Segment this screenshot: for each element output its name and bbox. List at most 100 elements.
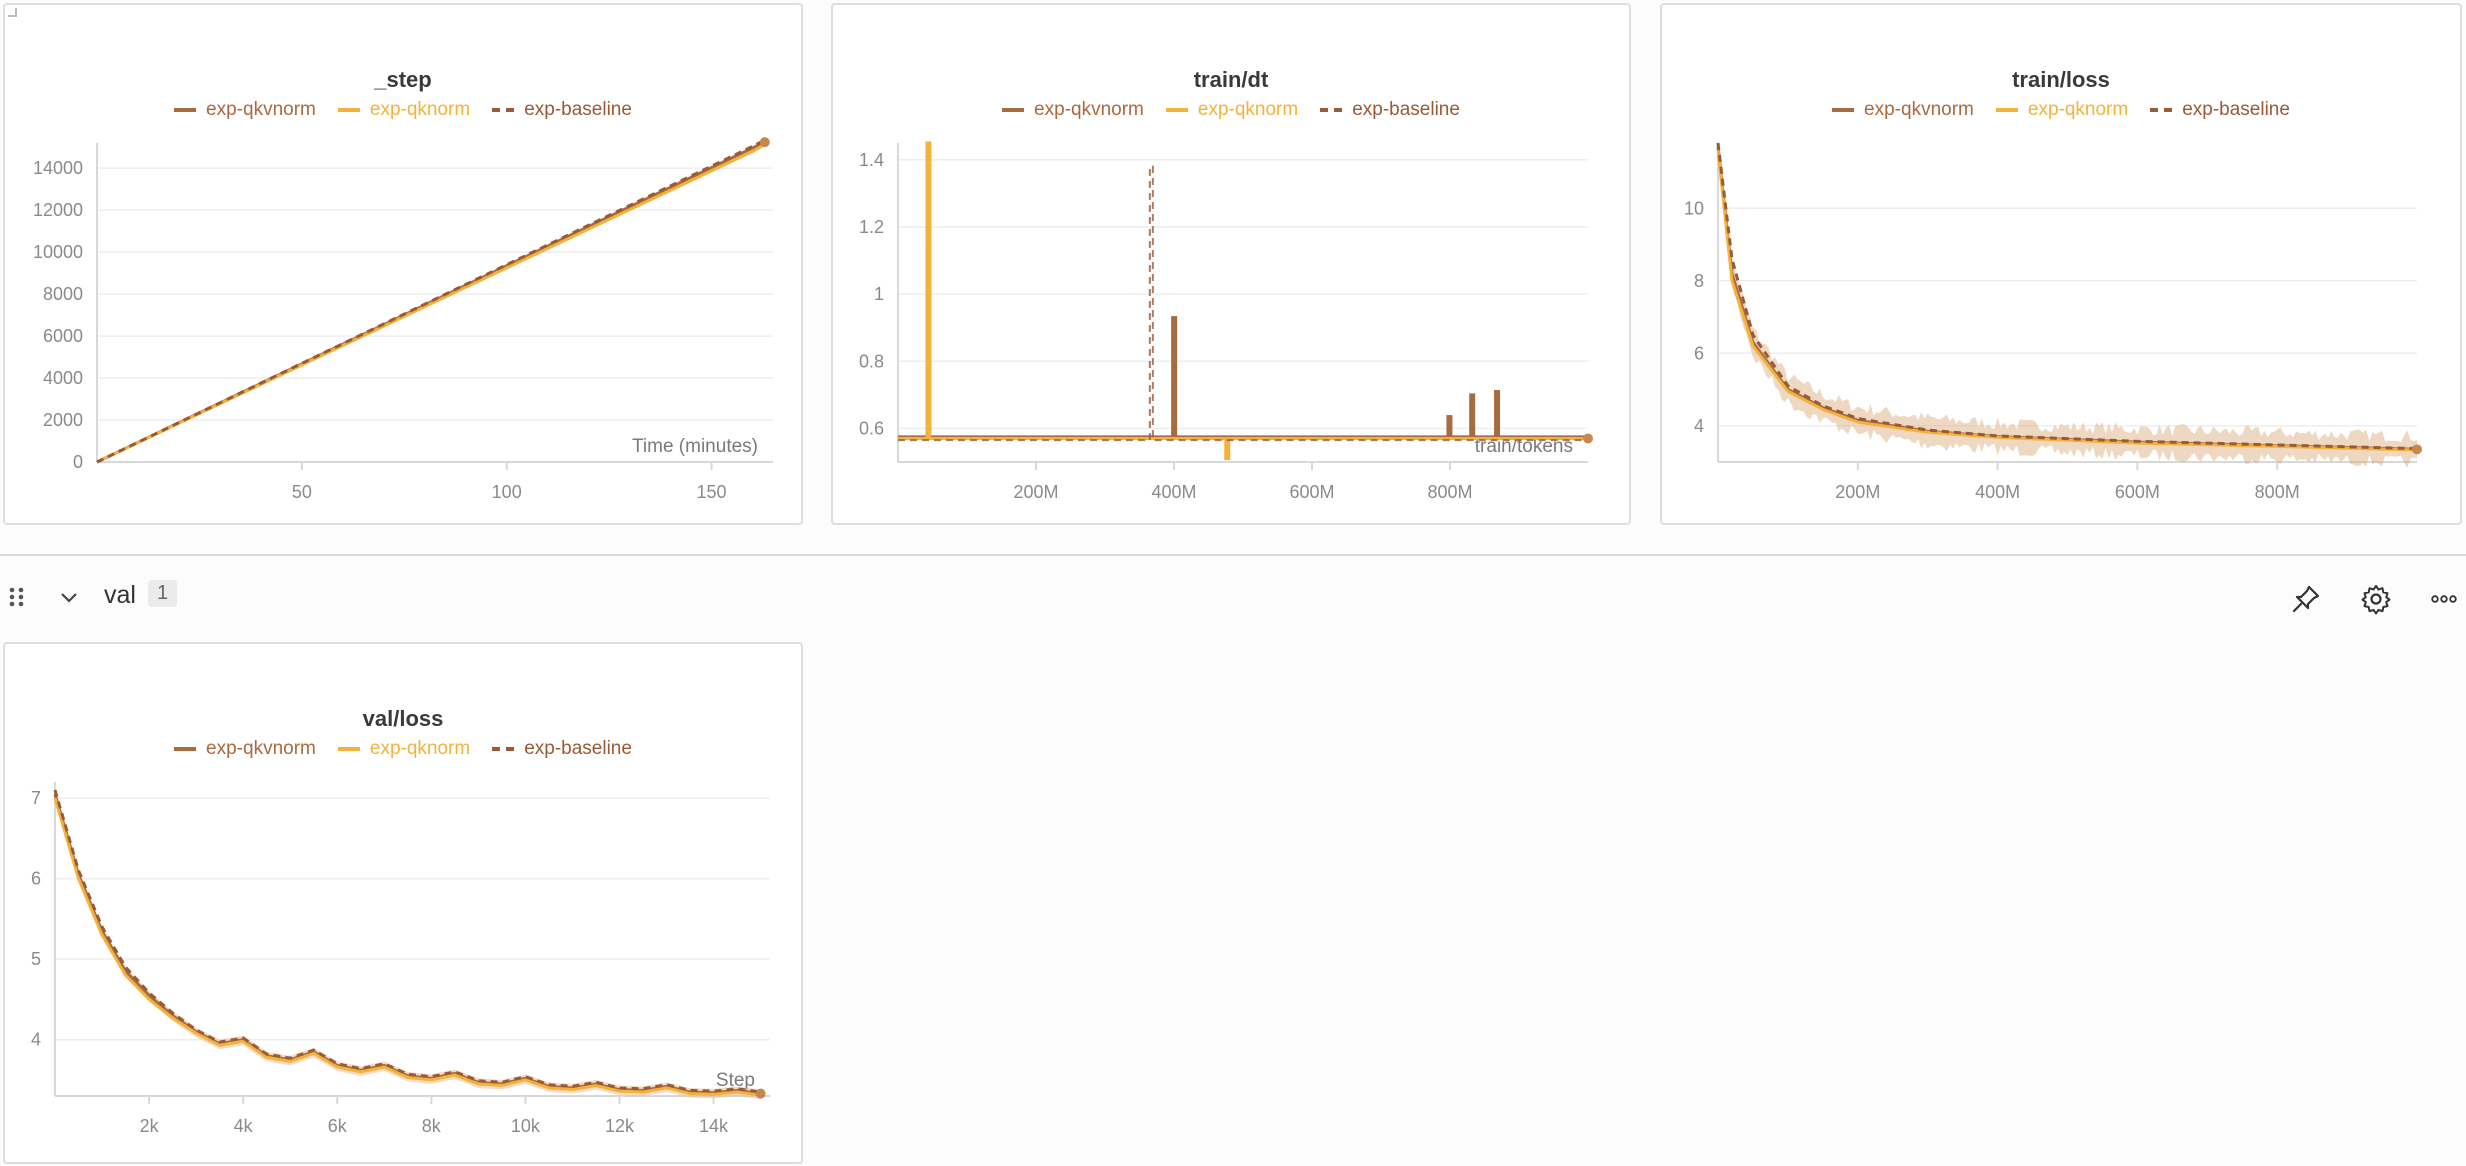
- x-tick-label: 800M: [1427, 482, 1472, 502]
- y-tick-label: 1: [874, 284, 884, 304]
- y-tick-label: 6000: [43, 326, 83, 346]
- y-tick-label: 0.6: [859, 418, 884, 438]
- legend-item[interactable]: exp-baseline: [492, 738, 632, 760]
- chevron-down-icon[interactable]: [58, 586, 80, 608]
- series-line: [53, 797, 761, 1097]
- more-icon[interactable]: [2428, 583, 2460, 615]
- x-tick-label: 50: [292, 482, 312, 502]
- series-line: [96, 140, 762, 464]
- x-tick-label: 4k: [234, 1116, 254, 1136]
- legend-label: exp-qknorm: [369, 99, 471, 120]
- chart-title: _step: [374, 67, 432, 92]
- x-tick-label: 6k: [328, 1116, 348, 1136]
- legend-label: exp-qknorm: [369, 738, 471, 759]
- legend-label: exp-qkvnorm: [206, 738, 316, 759]
- legend-item[interactable]: exp-qkvnorm: [174, 738, 316, 760]
- x-axis-label: Step: [716, 1070, 755, 1091]
- series-band: [55, 790, 761, 1100]
- y-tick-label: 4: [31, 1030, 41, 1050]
- legend-swatch: [2150, 108, 2173, 112]
- legend-item[interactable]: exp-baseline: [2150, 99, 2290, 121]
- legend-item[interactable]: exp-qkvnorm: [1832, 99, 1974, 121]
- legend-swatch: [337, 747, 360, 751]
- chart-panel-train-loss[interactable]: train/loss exp-qkvnorm exp-qknorm exp-base…: [1660, 3, 2462, 525]
- legend-item[interactable]: exp-qknorm: [337, 99, 471, 121]
- series-line: [898, 242, 1588, 439]
- legend-item[interactable]: exp-qkvnorm: [1002, 99, 1144, 121]
- x-tick-label: 10k: [511, 1116, 541, 1136]
- legend-label: exp-baseline: [1352, 99, 1460, 120]
- legend-label: exp-qknorm: [1197, 99, 1299, 120]
- series-endpoint: [2412, 444, 2422, 455]
- chart-panel-val-loss[interactable]: val/loss exp-qkvnorm exp-qknorm exp-baseli…: [3, 642, 803, 1164]
- legend-item[interactable]: exp-qknorm: [337, 738, 471, 760]
- chart-legend: exp-qkvnorm exp-qknorm exp-baseline: [5, 738, 801, 760]
- x-tick-label: 200M: [1013, 482, 1058, 502]
- section-title[interactable]: val: [104, 581, 136, 609]
- chart-legend: exp-qkvnorm exp-qknorm exp-baseline: [1662, 99, 2460, 121]
- legend-item[interactable]: exp-baseline: [1320, 99, 1460, 121]
- y-tick-label: 1.2: [859, 217, 884, 237]
- section-divider: [0, 554, 2466, 556]
- series-line: [898, 165, 1588, 442]
- x-tick-label: 8k: [422, 1116, 442, 1136]
- x-tick-label: 400M: [1151, 482, 1196, 502]
- x-axis-label: train/tokens: [1475, 436, 1573, 457]
- legend-swatch: [174, 108, 197, 112]
- series-line: [53, 793, 761, 1096]
- series-endpoint: [1583, 433, 1593, 444]
- y-tick-label: 4000: [43, 368, 83, 388]
- y-tick-label: 10: [1684, 198, 1704, 218]
- y-tick-label: 12000: [33, 200, 83, 220]
- resize-handle-icon[interactable]: [5, 5, 17, 17]
- legend-swatch: [1320, 108, 1343, 112]
- x-tick-label: 150: [697, 482, 727, 502]
- gear-icon[interactable]: [2360, 583, 2392, 615]
- x-tick-label: 14k: [699, 1116, 729, 1136]
- y-tick-label: 0.8: [859, 351, 884, 371]
- y-tick-label: 8000: [43, 284, 83, 304]
- section-count-badge: 1: [148, 580, 178, 607]
- pin-icon[interactable]: [2290, 583, 2322, 615]
- series-line: [1716, 142, 2418, 451]
- chart-plot[interactable]: 0.6 0.8 1 1.2 1.4 200M 400M 600M 800M train/token…: [833, 5, 1633, 527]
- x-tick-label: 600M: [2115, 482, 2160, 502]
- y-tick-label: 7: [31, 788, 41, 808]
- legend-label: exp-baseline: [2182, 99, 2290, 120]
- legend-swatch: [1002, 108, 1025, 112]
- series-endpoint: [759, 137, 770, 148]
- chart-plot[interactable]: 4 6 8 10 200M 400M 600M 800M: [1662, 5, 2464, 527]
- y-tick-label: 4: [1694, 416, 1704, 436]
- series-line: [53, 789, 761, 1094]
- chart-title: val/loss: [362, 706, 444, 731]
- legend-swatch: [1995, 108, 2018, 112]
- x-tick-label: 100: [492, 482, 522, 502]
- drag-handle-icon[interactable]: [8, 586, 26, 608]
- legend-item[interactable]: exp-qknorm: [1995, 99, 2129, 121]
- chart-plot[interactable]: 4 5 6 7 2k 4k 6k 8k 10k 12k 14k Step: [5, 644, 805, 1166]
- legend-item[interactable]: exp-baseline: [492, 99, 632, 121]
- y-tick-label: 10000: [33, 242, 83, 262]
- chart-panel-step[interactable]: _step exp-qkvnorm exp-qknorm exp-baseline …: [3, 3, 803, 525]
- legend-swatch: [492, 747, 515, 751]
- y-tick-label: 1.4: [859, 150, 884, 170]
- legend-swatch: [1165, 108, 1188, 112]
- legend-item[interactable]: exp-qknorm: [1165, 99, 1299, 121]
- legend-item[interactable]: exp-qkvnorm: [174, 99, 316, 121]
- y-tick-label: 6: [31, 869, 41, 889]
- legend-label: exp-qknorm: [2027, 99, 2129, 120]
- chart-panel-train-dt[interactable]: train/dt exp-qkvnorm exp-qknorm exp-baseli…: [831, 3, 1631, 525]
- x-axis-label: Time (minutes): [632, 436, 758, 457]
- series-line: [898, 141, 1588, 461]
- chart-plot[interactable]: 0 2000 4000 6000 8000 10000 12000 14000 50 100 150…: [5, 5, 805, 527]
- y-tick-label: 2000: [43, 410, 83, 430]
- x-tick-label: 200M: [1835, 482, 1880, 502]
- legend-swatch: [337, 108, 360, 112]
- legend-swatch: [1832, 108, 1855, 112]
- section-header: [0, 560, 2466, 630]
- series-endpoint: [755, 1088, 766, 1099]
- series-band: [1718, 140, 2417, 468]
- x-tick-label: 12k: [605, 1116, 635, 1136]
- legend-swatch: [174, 747, 197, 751]
- legend-label: exp-qkvnorm: [1034, 99, 1144, 120]
